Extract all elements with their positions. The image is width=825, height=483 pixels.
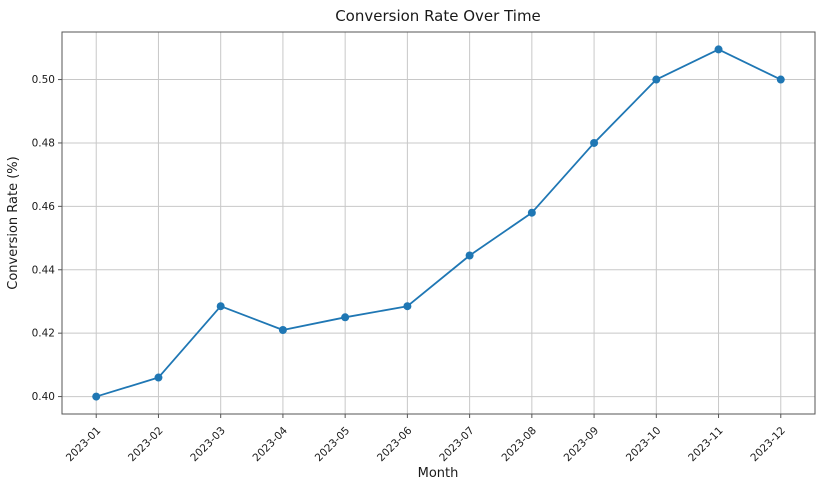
x-tick-label: 2023-06 [375,424,415,464]
data-point [527,208,536,217]
y-tick-label: 0.44 [32,264,56,276]
x-tick-label: 2023-08 [499,425,539,465]
data-point [465,251,474,260]
y-axis-label: Conversion Rate (%) [6,156,21,289]
data-point [216,302,225,311]
y-tick-label: 0.48 [32,137,55,149]
y-tick-label: 0.42 [32,328,55,340]
data-point [278,325,287,334]
x-tick-label: 2023-04 [251,424,291,464]
plot-border [61,31,816,415]
x-tick-label: 2023-11 [686,425,726,465]
y-tick-label: 0.40 [32,391,55,403]
data-point [154,373,163,382]
series-conversion-rate [92,45,785,401]
data-point [652,75,661,84]
plot-area [62,32,815,414]
x-axis-label: Month [418,466,459,481]
x-tick-label: 2023-03 [188,425,228,465]
y-tick-label: 0.46 [32,201,56,213]
y-tick-label: 0.50 [32,74,55,86]
x-tick-label: 2023-05 [313,425,353,465]
data-point [341,313,350,322]
chart-title: Conversion Rate Over Time [335,7,541,25]
x-tick-label: 2023-09 [562,425,602,465]
x-tick-label: 2023-12 [748,425,788,465]
data-point [92,392,101,401]
data-point [714,45,723,54]
series-line [95,48,782,398]
x-tick-label: 2023-10 [624,425,664,465]
data-point [403,302,412,311]
x-tick-label: 2023-01 [64,425,104,465]
x-tick-label: 2023-07 [437,425,477,465]
x-tick-label: 2023-02 [126,425,166,465]
data-point [776,75,785,84]
gridlines [62,32,815,414]
data-point [590,138,599,147]
